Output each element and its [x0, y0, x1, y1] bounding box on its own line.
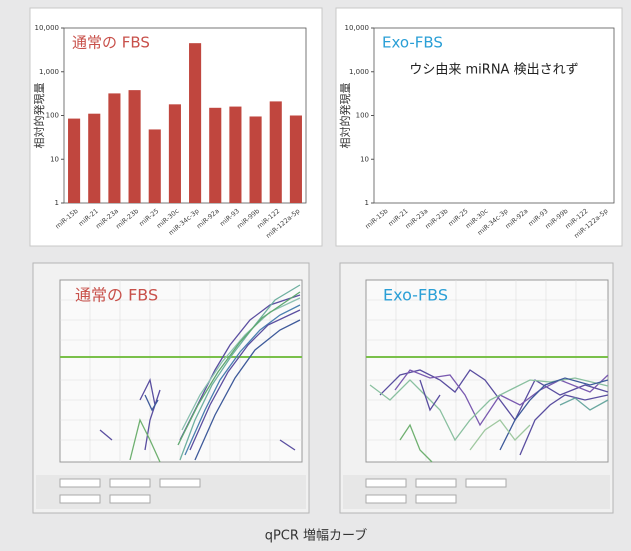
bar — [129, 90, 141, 203]
bar — [290, 116, 302, 204]
y-axis-label: 相対的発現量 — [338, 83, 352, 149]
bar — [189, 43, 201, 203]
figure-svg: 通常の FBS Exo-FBS qPCR 増幅カーブ 1 10 100 1,000 10… — [0, 0, 631, 551]
bar — [229, 107, 241, 203]
y-tick-label: 1 — [55, 199, 59, 207]
y-tick-label: 10,000 — [345, 24, 370, 32]
y-tick-label: 100 — [356, 112, 369, 120]
y-axis-label: 相対的発現量 — [32, 83, 46, 149]
chart-title: Exo-FBS — [382, 34, 443, 52]
y-tick-label: 1,000 — [349, 68, 369, 76]
bar — [68, 119, 80, 203]
plot-area — [374, 28, 614, 203]
bar — [250, 116, 262, 203]
y-tick-label: 1 — [365, 199, 369, 207]
y-tick-label: 100 — [46, 112, 59, 120]
bar — [209, 108, 221, 203]
bar — [108, 93, 120, 203]
y-tick-label: 1,000 — [39, 68, 59, 76]
caption: qPCR 増幅カーブ — [265, 528, 368, 544]
chart-title: 通常の FBS — [72, 34, 150, 52]
y-tick-label: 10 — [50, 155, 59, 163]
y-tick-label: 10 — [360, 155, 369, 163]
y-tick-label: 10,000 — [35, 24, 60, 32]
bar — [149, 129, 161, 203]
annotation: ウシ由来 miRNA 検出されず — [409, 63, 578, 78]
panel-label: 通常の FBS — [75, 286, 158, 305]
panel-label: Exo-FBS — [383, 286, 448, 305]
figure: 通常の FBS Exo-FBS qPCR 増幅カーブ 1 10 100 1,000 10… — [0, 0, 631, 551]
bar — [88, 114, 100, 203]
bar — [169, 104, 181, 203]
bar — [270, 101, 282, 203]
qpcr-screenshot — [340, 263, 613, 513]
